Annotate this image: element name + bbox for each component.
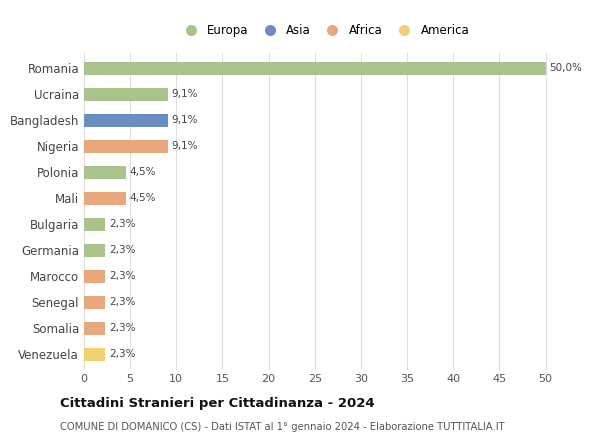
Text: 2,3%: 2,3% (109, 323, 136, 333)
Bar (84, 140, 168, 153)
Bar (84, 166, 125, 179)
Bar (84, 114, 168, 127)
Text: 2,3%: 2,3% (109, 349, 136, 359)
Legend: Europa, Asia, Africa, America: Europa, Asia, Africa, America (175, 21, 473, 41)
Bar (84, 192, 125, 205)
Text: 2,3%: 2,3% (109, 219, 136, 229)
Bar (84, 296, 105, 308)
Text: COMUNE DI DOMANICO (CS) - Dati ISTAT al 1° gennaio 2024 - Elaborazione TUTTITALI: COMUNE DI DOMANICO (CS) - Dati ISTAT al … (60, 422, 505, 433)
Text: 2,3%: 2,3% (109, 245, 136, 255)
Bar (84, 62, 545, 75)
Bar (84, 218, 105, 231)
Bar (84, 244, 105, 257)
Text: 4,5%: 4,5% (129, 167, 156, 177)
Bar (84, 348, 105, 360)
Text: Cittadini Stranieri per Cittadinanza - 2024: Cittadini Stranieri per Cittadinanza - 2… (60, 397, 374, 410)
Text: 4,5%: 4,5% (129, 193, 156, 203)
Text: 2,3%: 2,3% (109, 297, 136, 307)
Bar (84, 270, 105, 282)
Text: 9,1%: 9,1% (172, 89, 198, 99)
Bar (84, 322, 105, 334)
Text: 9,1%: 9,1% (172, 141, 198, 151)
Bar (84, 88, 168, 101)
Text: 50,0%: 50,0% (549, 63, 582, 73)
Text: 9,1%: 9,1% (172, 115, 198, 125)
Text: 2,3%: 2,3% (109, 271, 136, 281)
